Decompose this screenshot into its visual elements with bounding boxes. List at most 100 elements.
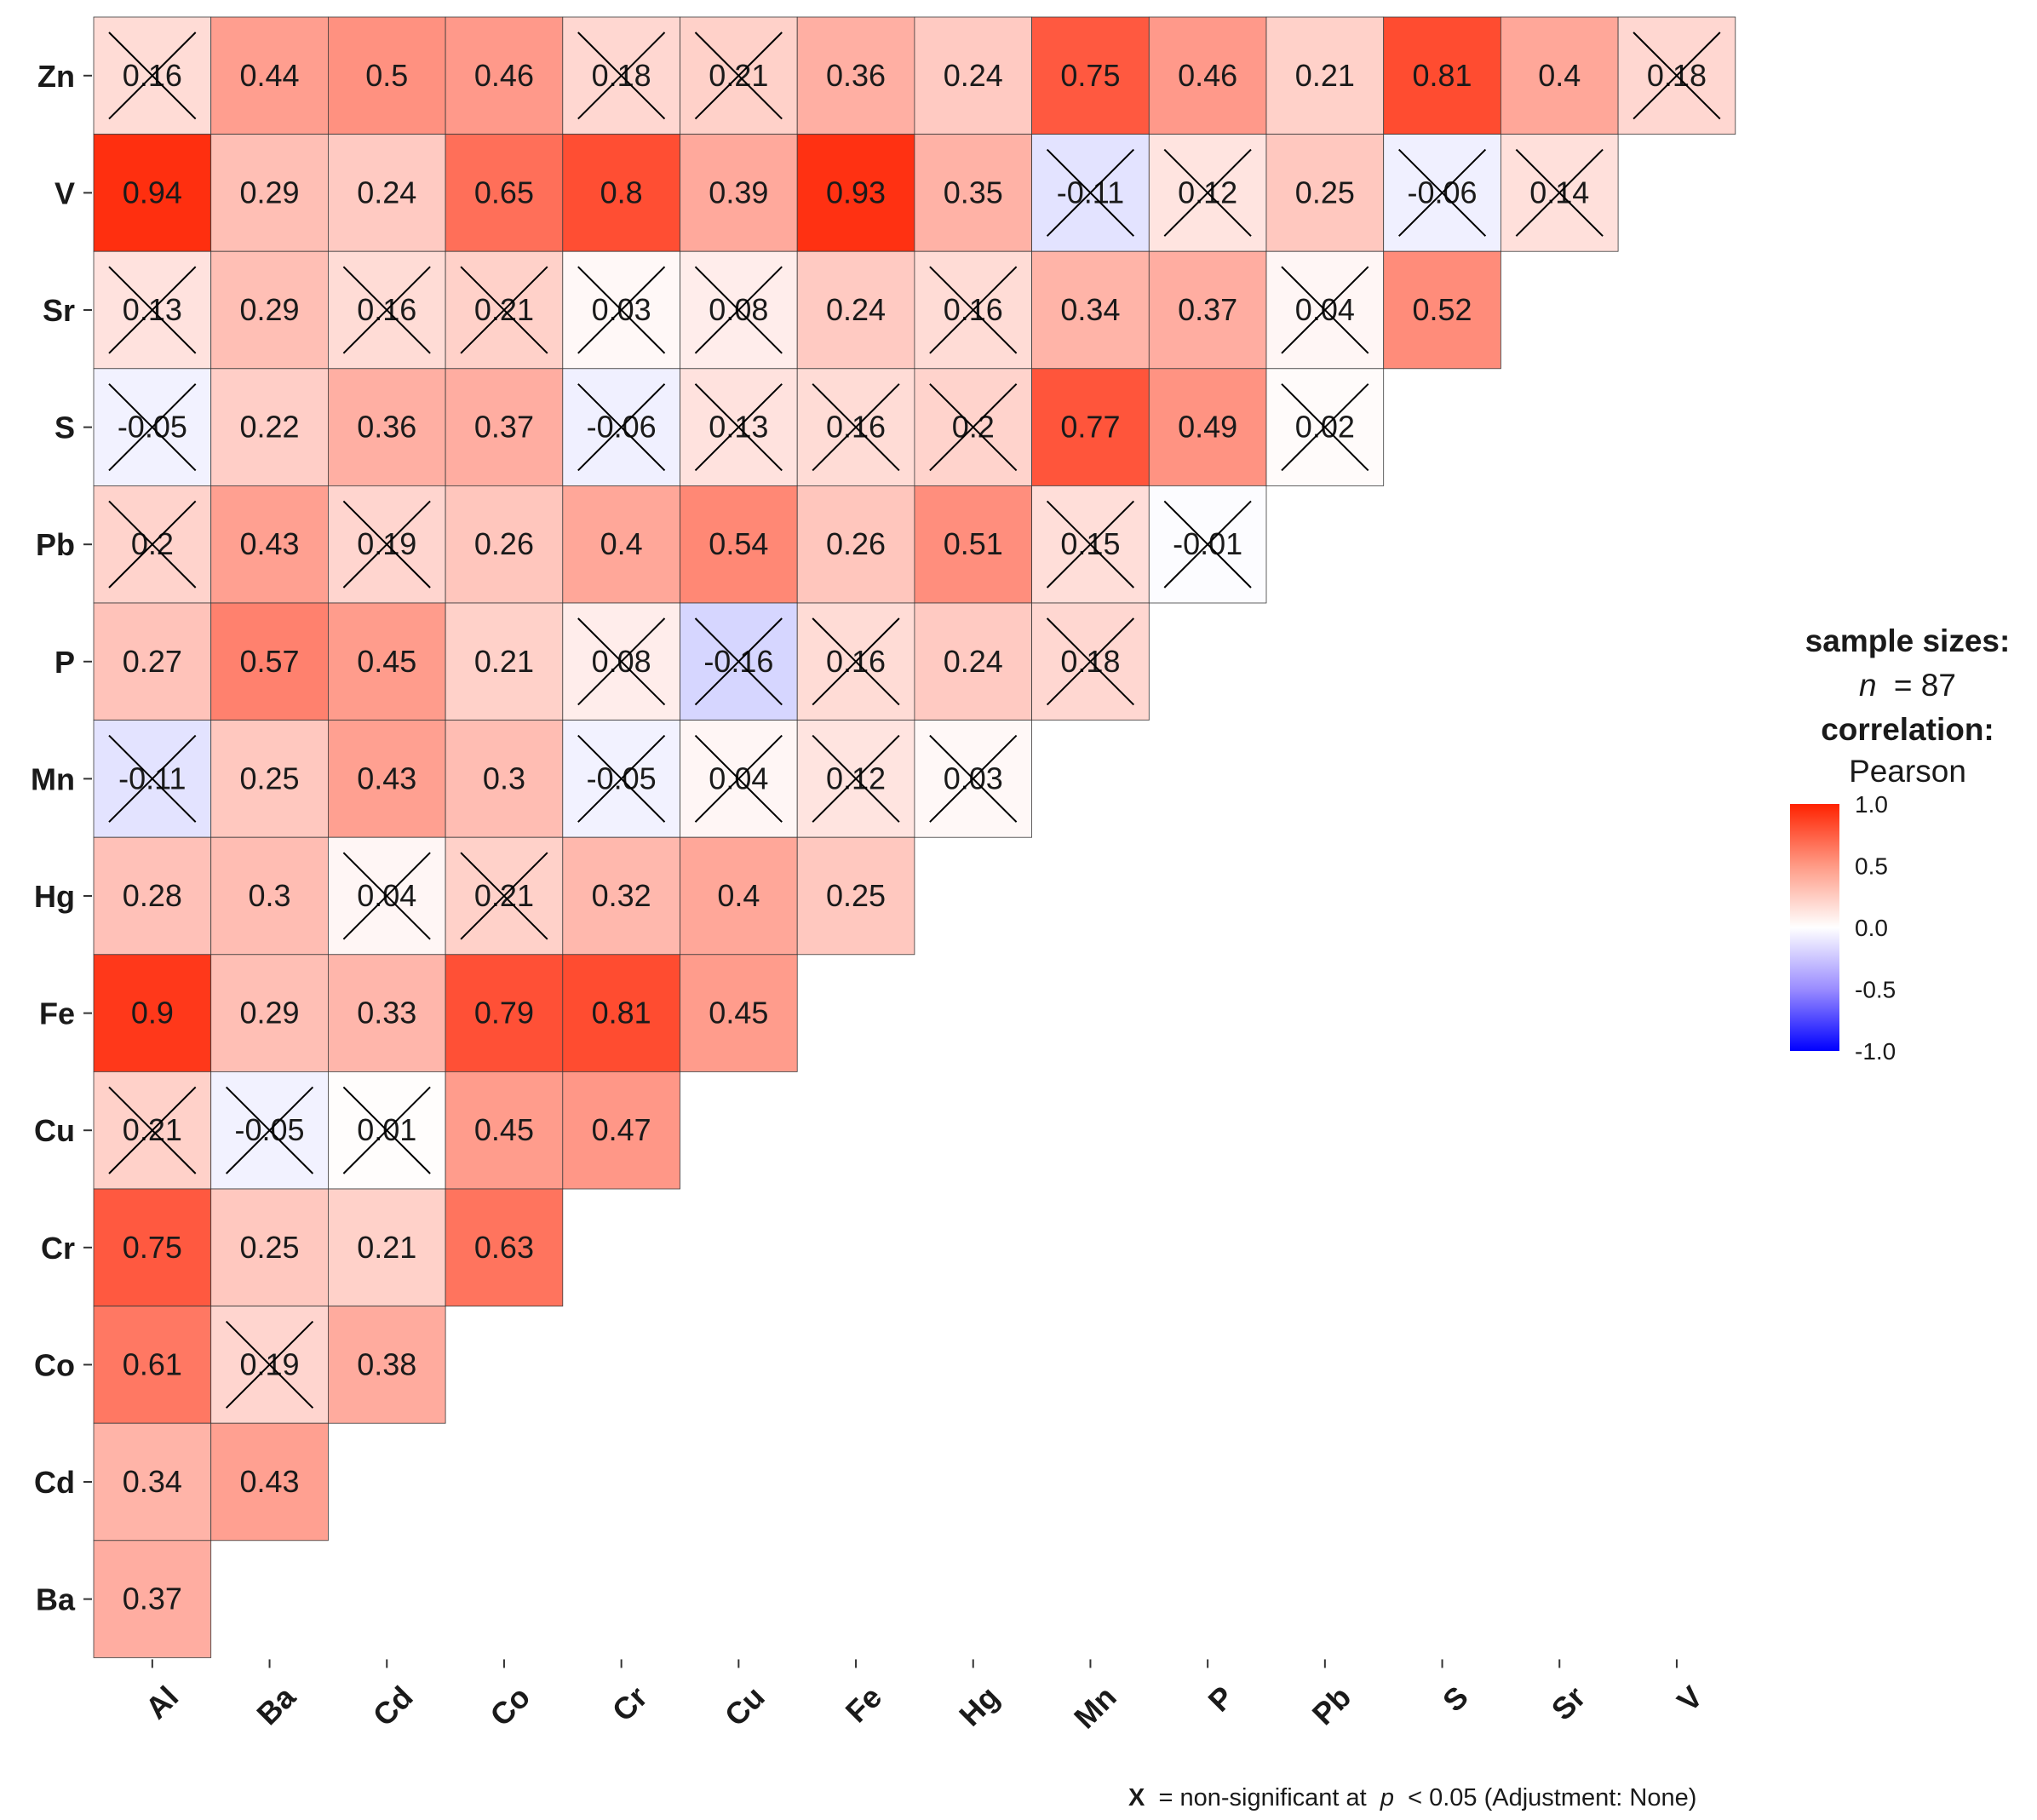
cell-fill <box>914 602 1033 721</box>
cell-fill <box>210 485 329 604</box>
cell-fill <box>914 134 1033 252</box>
heatmap-cell: 0.43 <box>210 1422 329 1542</box>
cell-value-label: 0.29 <box>240 175 300 210</box>
heatmap-cell: 0.22 <box>210 368 329 486</box>
heatmap-cell: 0.19 <box>210 1306 329 1424</box>
heatmap-cell: 0.65 <box>445 134 564 252</box>
heatmap-cell: 0.24 <box>327 134 446 252</box>
cell-fill <box>210 836 329 956</box>
nonsignificant-cross-line <box>812 617 900 706</box>
nonsignificant-cross-line <box>108 383 197 472</box>
heatmap-cell: 0.3 <box>445 720 564 838</box>
y-tick-label: Fe <box>39 996 75 1031</box>
nonsignificant-cross-line <box>577 32 666 120</box>
x-tick-label: Al <box>139 1679 185 1725</box>
heatmap-cell: 0.37 <box>1148 250 1267 370</box>
heatmap-cell: 0.34 <box>1031 250 1150 370</box>
y-tick-label: Sr <box>43 293 75 328</box>
cell-fill <box>327 954 446 1072</box>
cell-fill <box>445 16 564 135</box>
heatmap-cell: 0.24 <box>796 250 915 370</box>
legend-tick-label: 0.5 <box>1855 853 1888 880</box>
heatmap-cell: 0.36 <box>796 16 915 135</box>
heatmap-cell: 0.25 <box>1265 134 1385 252</box>
cell-value-label: 0.4 <box>1538 58 1581 93</box>
cell-fill <box>445 368 564 486</box>
heatmap-cell: 0.16 <box>796 602 915 721</box>
cell-value-label: 0.81 <box>1413 58 1472 93</box>
cell-value-label: 0.46 <box>474 58 534 93</box>
cell-value-label: 0.24 <box>944 644 1003 679</box>
cell-fill <box>93 1188 212 1307</box>
legend: sample sizes: n = 87 correlation: Pearso… <box>1790 623 2010 1065</box>
caption-p-symbol: p <box>1380 1784 1394 1811</box>
cell-fill <box>327 1188 446 1307</box>
heatmap-cell: 0.4 <box>1500 16 1619 135</box>
nonsignificant-cross-line <box>577 734 666 823</box>
cell-value-label: 0.43 <box>357 761 416 795</box>
legend-tick-label: -0.5 <box>1855 977 1896 1003</box>
nonsignificant-cross-line <box>108 500 197 588</box>
cell-fill <box>327 16 446 135</box>
cell-fill <box>445 1188 564 1307</box>
nonsignificant-cross-line <box>460 266 548 354</box>
y-tick-label: S <box>55 411 75 445</box>
y-tick-label: Co <box>34 1347 75 1382</box>
nonsignificant-cross-line <box>108 32 197 120</box>
cell-fill <box>445 602 564 721</box>
heatmap-cell: 0.27 <box>93 602 212 721</box>
cell-fill <box>796 134 915 252</box>
heatmap-cell: -0.05 <box>562 720 680 838</box>
heatmap-cell: 0.26 <box>445 485 564 604</box>
y-tick-label: Hg <box>34 879 75 914</box>
x-tick-label: Mn <box>1067 1679 1123 1736</box>
legend-ticks: 1.0 0.5 0.0 -0.5 -1.0 <box>1839 791 1896 1065</box>
heatmap-cell: 0.47 <box>562 1071 680 1190</box>
heatmap-cell: -0.06 <box>1383 134 1501 252</box>
nonsignificant-cross-line <box>342 500 431 588</box>
nonsignificant-cross-line <box>577 617 666 706</box>
nonsignificant-cross-line <box>342 266 431 354</box>
nonsignificant-cross-line <box>694 617 783 706</box>
heatmap-cell: 0.45 <box>327 602 446 721</box>
heatmap-cell: 0.04 <box>680 720 798 838</box>
heatmap-cell: 0.33 <box>327 954 446 1072</box>
nonsignificant-cross-line <box>1046 500 1135 588</box>
heatmap-cell: 0.32 <box>562 836 680 956</box>
cell-value-label: 0.79 <box>474 996 534 1031</box>
y-tick-label: Mn <box>31 761 75 796</box>
heatmap-cell: 0.81 <box>1383 16 1501 135</box>
cell-value-label: 0.44 <box>240 58 300 93</box>
heatmap-cell: 0.63 <box>445 1188 564 1307</box>
heatmap-cell: 0.75 <box>93 1188 212 1307</box>
legend-tick-label: -1.0 <box>1855 1038 1896 1065</box>
cell-fill <box>210 368 329 486</box>
cell-fill <box>1148 368 1267 486</box>
x-tick-label: Cr <box>605 1679 654 1728</box>
legend-n-value: n = 87 <box>1859 668 1956 703</box>
cell-value-label: 0.43 <box>240 526 300 561</box>
cell-value-label: 0.4 <box>717 878 760 913</box>
cell-value-label: 0.26 <box>826 526 886 561</box>
heatmap-cell: 0.61 <box>93 1306 212 1424</box>
nonsignificant-cross-line <box>108 266 197 354</box>
cell-value-label: 0.35 <box>944 175 1003 210</box>
cell-value-label: 0.94 <box>123 175 182 210</box>
heatmap-cell: 0.25 <box>210 1188 329 1307</box>
cell-value-label: 0.37 <box>1178 292 1237 327</box>
nonsignificant-cross-line <box>342 1086 431 1174</box>
heatmap-cell: 0.03 <box>914 720 1033 838</box>
nonsignificant-cross-line <box>1281 266 1369 354</box>
heatmap-cell: 0.46 <box>445 16 564 135</box>
heatmap-cell: 0.15 <box>1031 485 1150 604</box>
cell-value-label: 0.27 <box>123 644 182 679</box>
cell-value-label: 0.4 <box>600 526 643 561</box>
nonsignificant-cross-line <box>1632 32 1721 120</box>
heatmap-cell: 0.13 <box>93 250 212 370</box>
x-tick-label: P <box>1202 1679 1241 1719</box>
heatmap-cell: 0.25 <box>796 836 915 956</box>
heatmap-cell: 0.46 <box>1148 16 1267 135</box>
heatmap-cell: 0.81 <box>562 954 680 1072</box>
heatmap-cell: 0.03 <box>562 250 680 370</box>
cell-fill <box>1265 16 1385 135</box>
